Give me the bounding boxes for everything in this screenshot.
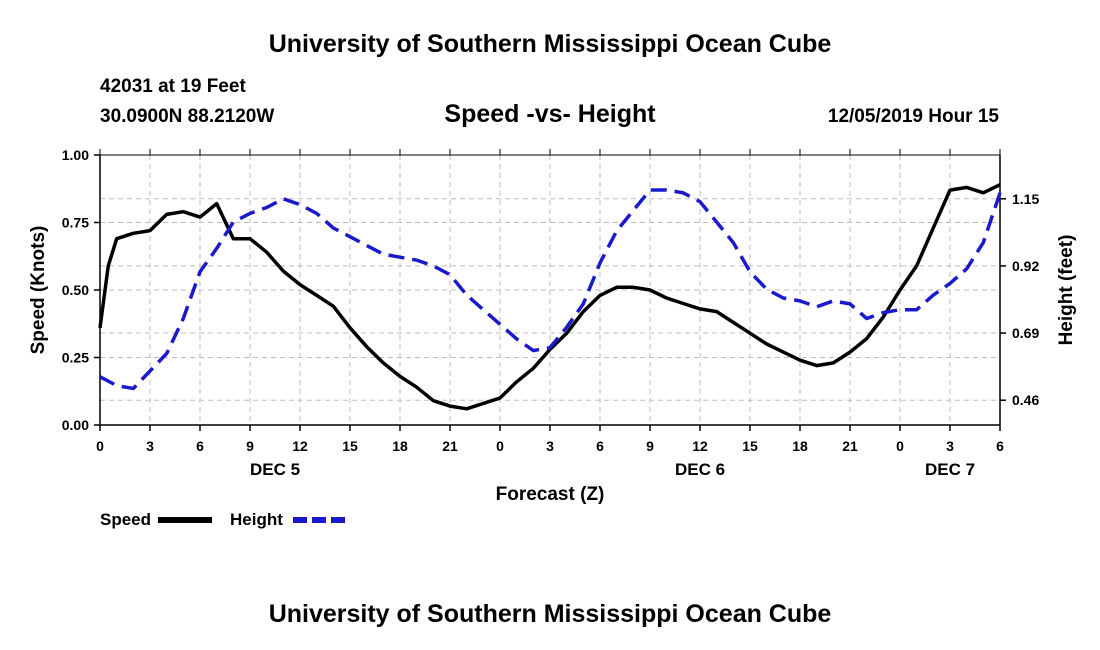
- speed-height-chart: 0 3 6 9 12 15 18 21 0 3 6 9 12 15 18 21 0 3 6 DEC 5 DEC 6 DEC…: [28, 147, 1077, 529]
- x-tick-label: 18: [392, 438, 408, 454]
- x-tick-label: 21: [442, 438, 458, 454]
- x-tick-label: 6: [196, 438, 204, 454]
- x-tick-label: 12: [292, 438, 308, 454]
- y-tick-label: 0.50: [62, 282, 89, 298]
- y2-tick-label: 1.15: [1012, 191, 1039, 207]
- x-tick-label: 3: [546, 438, 554, 454]
- chart-title: Speed -vs- Height: [444, 100, 656, 128]
- legend-label: Speed: [100, 510, 151, 529]
- x-tick-label: 3: [946, 438, 954, 454]
- x-tick-label: 0: [496, 438, 504, 454]
- timestamp-label: 12/05/2019 Hour 15: [827, 106, 999, 127]
- y-tick-label: 0.00: [62, 417, 89, 433]
- location-label: 30.0900N 88.2120W: [100, 106, 275, 127]
- y2-axis-title: Height (feet): [1056, 235, 1077, 346]
- x-tick-label: 0: [96, 438, 104, 454]
- y-tick-label: 0.25: [62, 350, 89, 366]
- series-line-height: [99, 188, 1002, 391]
- y-tick-label: 0.75: [62, 215, 89, 231]
- day-label: DEC 7: [925, 460, 975, 479]
- page-title: University of Southern Mississippi Ocean…: [268, 30, 832, 58]
- x-tick-label: 6: [996, 438, 1004, 454]
- y2-tick-label: 0.46: [1012, 392, 1039, 408]
- x-tick-label: 6: [596, 438, 604, 454]
- x-tick-label: 12: [692, 438, 708, 454]
- station-label: 42031 at 19 Feet: [100, 76, 246, 97]
- x-tick-label: 18: [792, 438, 808, 454]
- y2-tick-label: 0.92: [1012, 258, 1039, 274]
- x-axis-title: Forecast (Z): [496, 484, 605, 505]
- y-tick-label: 1.00: [62, 147, 89, 163]
- x-tick-label: 0: [896, 438, 904, 454]
- x-tick-label: 3: [146, 438, 154, 454]
- legend-label: Height: [230, 510, 283, 529]
- day-label: DEC 5: [250, 460, 300, 479]
- x-tick-label: 9: [246, 438, 254, 454]
- y2-tick-label: 0.69: [1012, 325, 1039, 341]
- x-tick-label: 15: [342, 438, 358, 454]
- day-label: DEC 6: [675, 460, 725, 479]
- x-tick-label: 15: [742, 438, 758, 454]
- x-tick-label: 21: [842, 438, 858, 454]
- x-tick-label: 9: [646, 438, 654, 454]
- series-line-speed: [98, 183, 1001, 411]
- y-axis-title: Speed (Knots): [28, 226, 49, 355]
- footer-title: University of Southern Mississippi Ocean…: [268, 600, 832, 628]
